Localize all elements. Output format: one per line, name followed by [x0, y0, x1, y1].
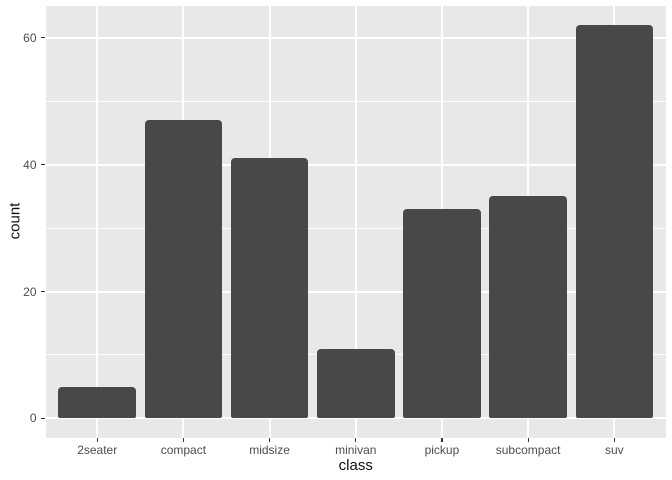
y-axis-title: count — [6, 202, 24, 240]
bar-2seater — [58, 386, 136, 419]
x-tick-mark — [268, 438, 271, 442]
gridline-major-vertical — [96, 5, 99, 438]
y-tick-mark — [40, 37, 45, 39]
plot-panel — [45, 5, 666, 438]
bar-suv — [575, 25, 654, 419]
x-tick-label: pickup — [424, 442, 460, 457]
x-tick-label: 2seater — [77, 442, 118, 457]
y-tick-mark — [40, 290, 45, 293]
y-tick-mark — [40, 417, 45, 419]
y-tick-label: 20 — [23, 284, 37, 299]
x-tick-mark — [441, 438, 443, 442]
bar-midsize — [230, 158, 309, 419]
bar-minivan — [316, 348, 395, 419]
x-tick-mark — [613, 438, 615, 442]
x-tick-label: midsize — [249, 442, 290, 457]
bar-subcompact — [489, 196, 567, 419]
x-tick-mark — [182, 438, 184, 442]
x-tick-mark — [96, 438, 98, 442]
bar-compact — [144, 120, 223, 419]
x-tick-label: suv — [604, 442, 624, 457]
y-tick-label: 40 — [23, 157, 37, 172]
x-tick-label: subcompact — [495, 442, 561, 457]
y-tick-mark — [40, 164, 45, 166]
x-tick-mark — [527, 438, 529, 442]
bar-pickup — [403, 209, 481, 419]
x-tick-mark — [355, 438, 357, 442]
gridline-major-vertical — [354, 5, 357, 438]
x-axis-title: class — [338, 456, 373, 474]
x-tick-label: compact — [160, 442, 207, 457]
y-tick-label: 0 — [29, 411, 37, 426]
x-tick-label: minivan — [335, 442, 377, 457]
y-tick-label: 60 — [23, 30, 37, 45]
